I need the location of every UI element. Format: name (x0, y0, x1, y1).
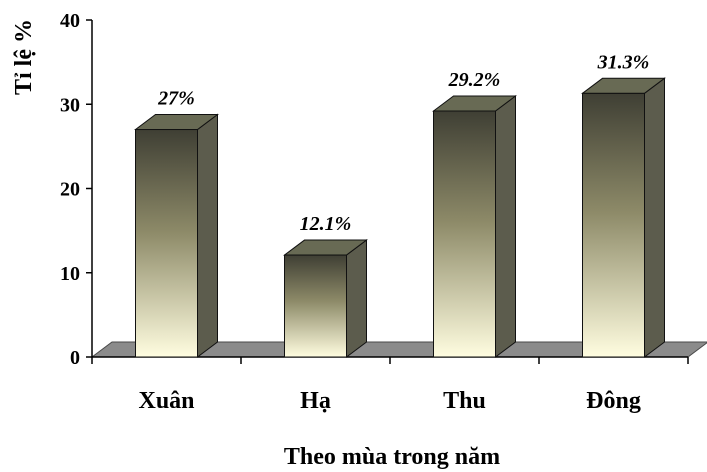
y-tick-label: 10 (60, 263, 80, 285)
bar-side-face (495, 94, 516, 358)
labels-layer: 27% Xuân 12.1% Hạ 29.2% Thu 31.3% Đông (138, 51, 649, 414)
bar-top-face (133, 114, 220, 131)
y-tick-label: 30 (60, 94, 80, 116)
y-tick-label: 20 (60, 179, 80, 201)
y-axis-title: Tỉ lệ % (11, 19, 37, 95)
bar-front-face (582, 92, 645, 358)
data-label: 29.2% (448, 69, 501, 91)
x-category-label: Thu (443, 388, 486, 414)
bar (432, 94, 517, 358)
data-label: 31.3% (597, 51, 650, 73)
bar (133, 113, 220, 358)
bar-top-face (581, 77, 666, 94)
bar-front-face (135, 129, 198, 358)
y-tick-label: 0 (70, 347, 80, 369)
data-label: 27% (157, 88, 195, 110)
x-category-label: Hạ (300, 388, 331, 414)
x-axis-title: Theo mùa trong năm (284, 444, 500, 470)
bar-side-face (644, 77, 665, 358)
y-tick-label: 40 (60, 10, 80, 32)
bars-layer (133, 77, 666, 358)
x-category-label: Xuân (138, 388, 194, 414)
bar-top-face (432, 95, 517, 112)
bar (581, 77, 666, 358)
bar (283, 239, 368, 358)
bar-side-face (197, 113, 218, 358)
bar-side-face (346, 239, 367, 358)
data-label: 12.1% (300, 213, 352, 235)
x-category-label: Đông (586, 388, 641, 414)
bar-front-face (433, 110, 496, 358)
bar-front-face (284, 254, 347, 358)
bar-top-face (283, 239, 368, 256)
